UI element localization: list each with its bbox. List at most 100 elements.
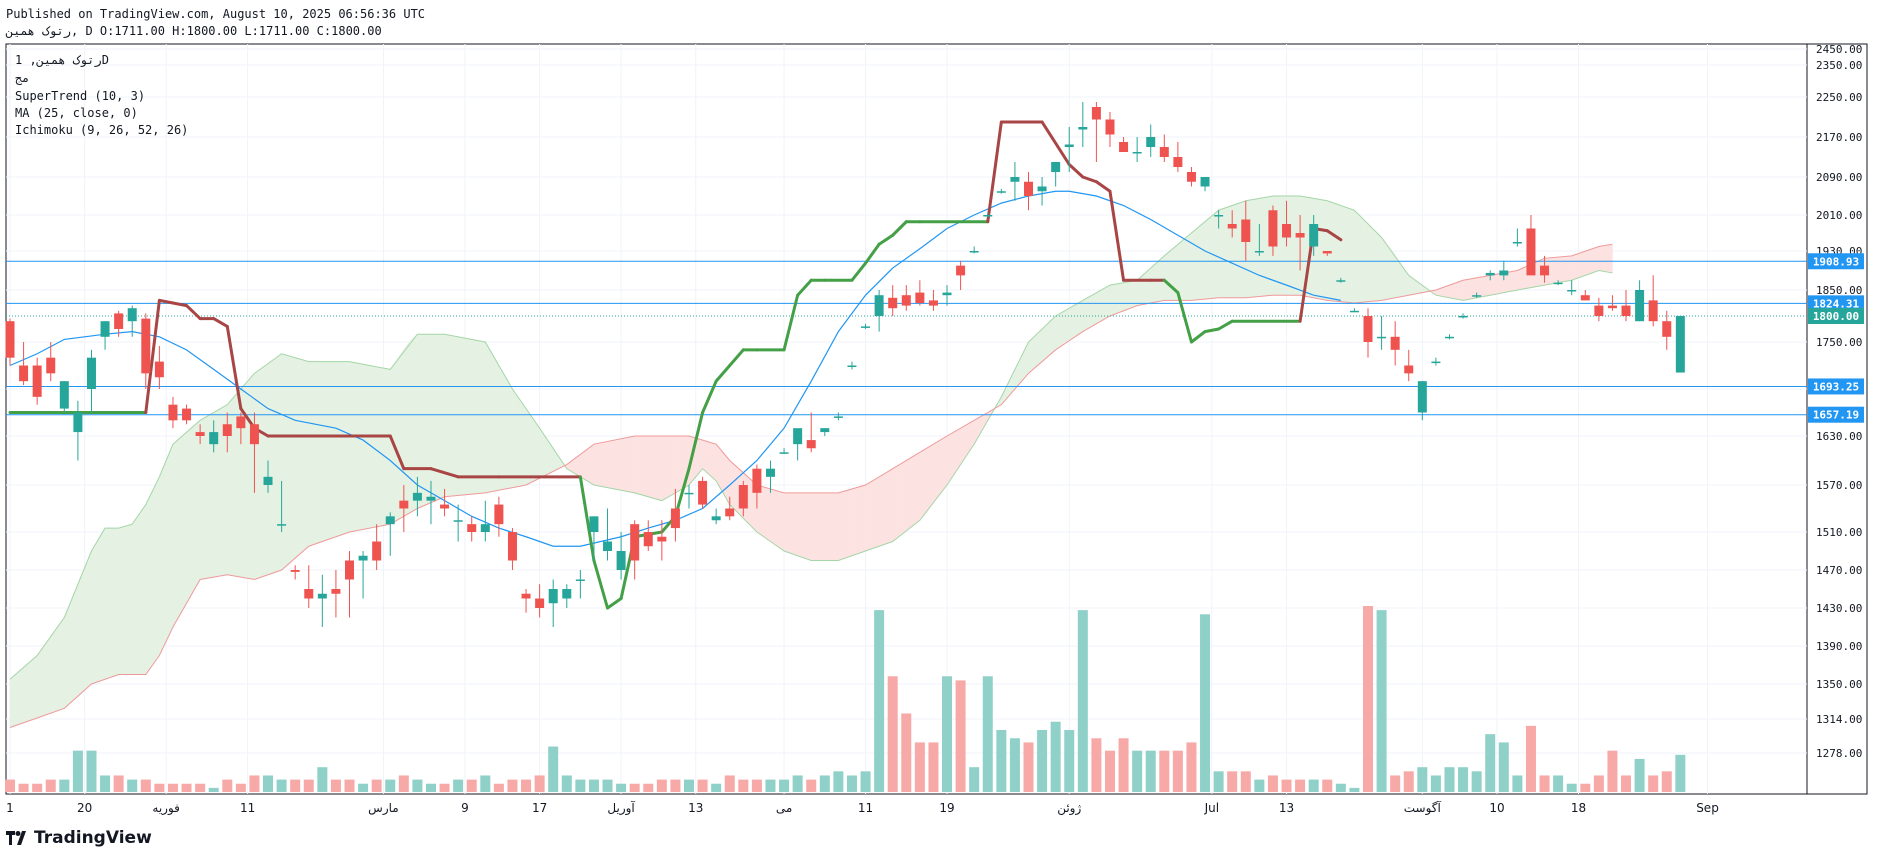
candle-body xyxy=(738,485,748,509)
x-tick-label: می xyxy=(776,801,792,815)
cloud-segment xyxy=(308,361,313,547)
candle-body xyxy=(426,496,436,501)
candle-body xyxy=(942,292,952,296)
candle-body xyxy=(847,365,857,367)
cloud-segment xyxy=(193,422,198,593)
cloud-segment xyxy=(1062,309,1067,345)
published-caption: Published on TradingView.com, August 10,… xyxy=(6,7,426,21)
cloud-segment xyxy=(1252,198,1257,298)
candle-body xyxy=(1404,365,1414,374)
cloud-segment xyxy=(1092,292,1097,327)
cloud-segment xyxy=(916,451,921,524)
cloud-segment xyxy=(1259,197,1264,297)
time-axis[interactable]: 1 20 فوریه 11 مارس 9 17 آوریل 13 می 11 19 ژوئن Jul 13 آ… xyxy=(6,800,1719,816)
cloud-segment xyxy=(1591,247,1596,274)
cloud-segment xyxy=(1476,276,1481,299)
cloud-segment xyxy=(104,527,109,680)
cloud-segment xyxy=(1333,202,1338,302)
cloud-segment xyxy=(814,492,819,561)
cloud-segment xyxy=(1255,198,1260,298)
volume-bar xyxy=(263,775,274,792)
cloud-segment xyxy=(1034,331,1039,369)
cloud-segment xyxy=(498,364,503,491)
cloud-segment xyxy=(899,462,904,537)
y-tick-label: 2090.00 xyxy=(1816,171,1862,184)
cloud-segment xyxy=(624,436,629,492)
volume-bar xyxy=(317,767,328,792)
cloud-segment xyxy=(634,435,639,495)
cloud-segment xyxy=(301,359,306,553)
cloud-segment xyxy=(909,455,914,529)
cloud-segment xyxy=(26,660,31,723)
supertrend-segment xyxy=(185,304,202,321)
candle-body xyxy=(521,593,531,599)
y-tick-label: 1390.00 xyxy=(1816,640,1862,653)
cloud-segment xyxy=(1608,243,1613,274)
cloud-segment xyxy=(946,433,951,486)
candle-body xyxy=(1540,265,1550,276)
volume-bar xyxy=(588,779,599,792)
cloud-segment xyxy=(1180,237,1185,301)
cloud-segment xyxy=(495,358,500,492)
legend-exchange: مج xyxy=(15,71,30,85)
cloud-segment xyxy=(539,427,544,479)
volume-bar xyxy=(1322,779,1333,792)
volume-bar xyxy=(751,779,762,792)
candle-body xyxy=(1227,224,1237,229)
cloud-segment xyxy=(586,446,591,484)
cloud-segment xyxy=(64,609,69,709)
cloud-segment xyxy=(882,472,887,546)
cloud-segment xyxy=(766,487,771,543)
cloud-segment xyxy=(1520,266,1525,290)
cloud-segment xyxy=(1486,275,1491,297)
cloud-segment xyxy=(780,491,785,552)
cloud-segment xyxy=(654,435,659,501)
candle-body xyxy=(1377,336,1387,339)
volume-bar xyxy=(616,783,627,792)
candle-body xyxy=(752,468,762,493)
cloud-segment xyxy=(664,435,669,500)
candle-body xyxy=(385,516,395,525)
cloud-segment xyxy=(298,358,303,556)
candle-body xyxy=(1349,310,1359,313)
volume-bar xyxy=(969,767,980,792)
cloud-segment xyxy=(535,422,540,481)
candle-body xyxy=(331,589,341,594)
cloud-segment xyxy=(437,333,442,501)
cloud-segment xyxy=(1489,274,1494,296)
cloud-segment xyxy=(525,407,530,486)
cloud-segment xyxy=(1564,255,1569,282)
cloud-segment xyxy=(430,333,435,504)
price-axis[interactable]: 1278.00 1314.00 1350.00 1390.00 1430.00 1470.… xyxy=(1816,43,1862,760)
cloud-segment xyxy=(1109,284,1114,317)
cloud-segment xyxy=(1279,195,1284,296)
volume-bar xyxy=(656,779,667,792)
tradingview-logo[interactable]: TradingView xyxy=(6,828,152,848)
volume-bar xyxy=(942,676,953,792)
cloud-segment xyxy=(732,462,737,513)
volume-bar xyxy=(724,775,735,792)
cloud-segment xyxy=(1517,268,1522,291)
cloud-segment xyxy=(362,363,367,530)
x-tick-label: 13 xyxy=(688,801,703,815)
cloud-segment xyxy=(936,439,941,500)
candle-body xyxy=(861,326,871,328)
cloud-segment xyxy=(36,649,41,719)
supertrend-segment xyxy=(796,278,813,297)
cloud-segment xyxy=(834,492,839,561)
candle-body xyxy=(59,381,69,409)
volume-bar xyxy=(235,783,246,792)
cloud-segment xyxy=(40,645,45,718)
volume-bar xyxy=(1104,750,1115,792)
volume-bar xyxy=(1512,775,1523,792)
cloud-segment xyxy=(1598,245,1603,272)
candle-body xyxy=(1064,144,1074,147)
x-tick-label: فوریه xyxy=(152,801,180,816)
candle-body xyxy=(969,251,979,253)
cloud-segment xyxy=(1337,203,1342,303)
candle-body xyxy=(453,520,463,522)
volume-bar xyxy=(1132,750,1143,792)
cloud-segment xyxy=(817,492,822,561)
candle-body xyxy=(5,321,15,358)
